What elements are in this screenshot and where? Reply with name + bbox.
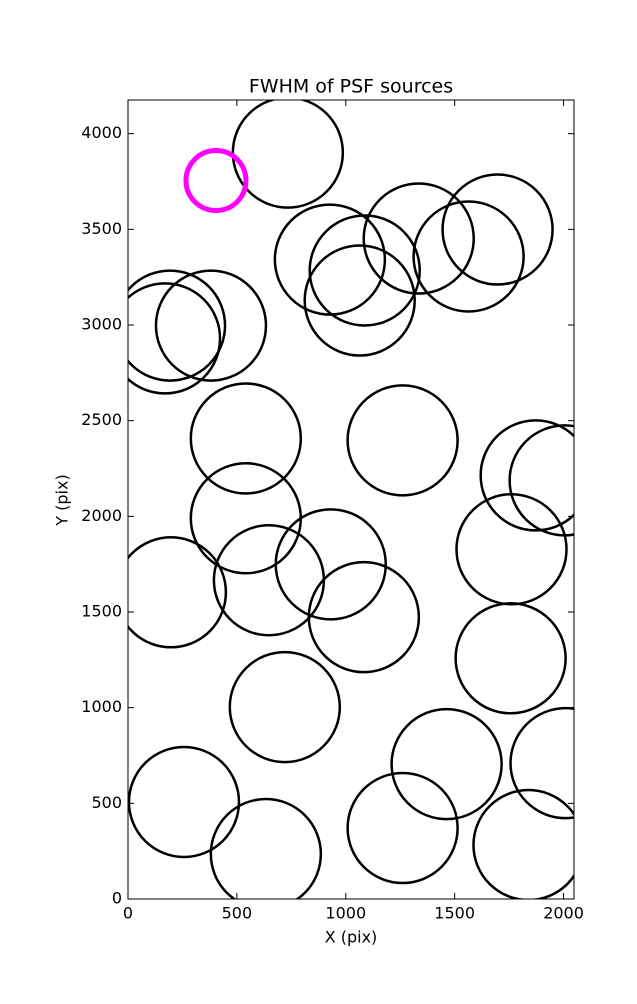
psf-marker (154, 269, 268, 382)
y-tick-label: 3500 (81, 219, 122, 238)
x-tick-label: 2000 (543, 904, 584, 923)
psf-marker (479, 419, 574, 532)
psf-marker (346, 384, 459, 497)
x-tick-label: 1500 (434, 904, 475, 923)
axes-frame (127, 99, 575, 900)
psf-marker (454, 602, 567, 715)
psf-marker (189, 382, 303, 495)
y-tick-label: 2500 (81, 410, 122, 429)
y-tick-label: 4000 (81, 123, 122, 142)
psf-marker (362, 182, 475, 295)
psf-marker (274, 508, 387, 621)
y-tick-label: 500 (91, 793, 122, 812)
psf-marker (128, 536, 228, 649)
y-tick-label: 0 (112, 889, 122, 908)
psf-marker (128, 745, 241, 859)
x-axis-label: X (pix) (325, 928, 378, 947)
psf-marker (472, 788, 574, 899)
psf-marker (128, 269, 227, 382)
x-tick-label: 500 (222, 904, 253, 923)
y-tick-label: 3000 (81, 315, 122, 334)
psf-marker (307, 560, 421, 674)
psf-marker (228, 650, 342, 764)
psf-marker (412, 200, 525, 313)
psf-marker (128, 282, 222, 395)
psf-marker (441, 173, 554, 286)
y-tick-label: 2000 (81, 506, 122, 525)
psf-marker (183, 148, 249, 214)
psf-marker (303, 244, 416, 357)
psf-marker (390, 707, 503, 821)
psf-marker (308, 214, 421, 327)
x-tick-label: 0 (123, 904, 133, 923)
y-axis-label: Y (pix) (53, 474, 72, 526)
chart-title: FWHM of PSF sources (249, 76, 453, 98)
x-tick-label: 1000 (325, 904, 366, 923)
psf-marker (346, 771, 459, 885)
y-tick-label: 1000 (81, 697, 122, 716)
y-tick-label: 1500 (81, 602, 122, 621)
plot-area (128, 100, 574, 899)
psf-marker (209, 797, 323, 899)
psf-marker (509, 706, 574, 820)
psf-marker (231, 100, 345, 209)
